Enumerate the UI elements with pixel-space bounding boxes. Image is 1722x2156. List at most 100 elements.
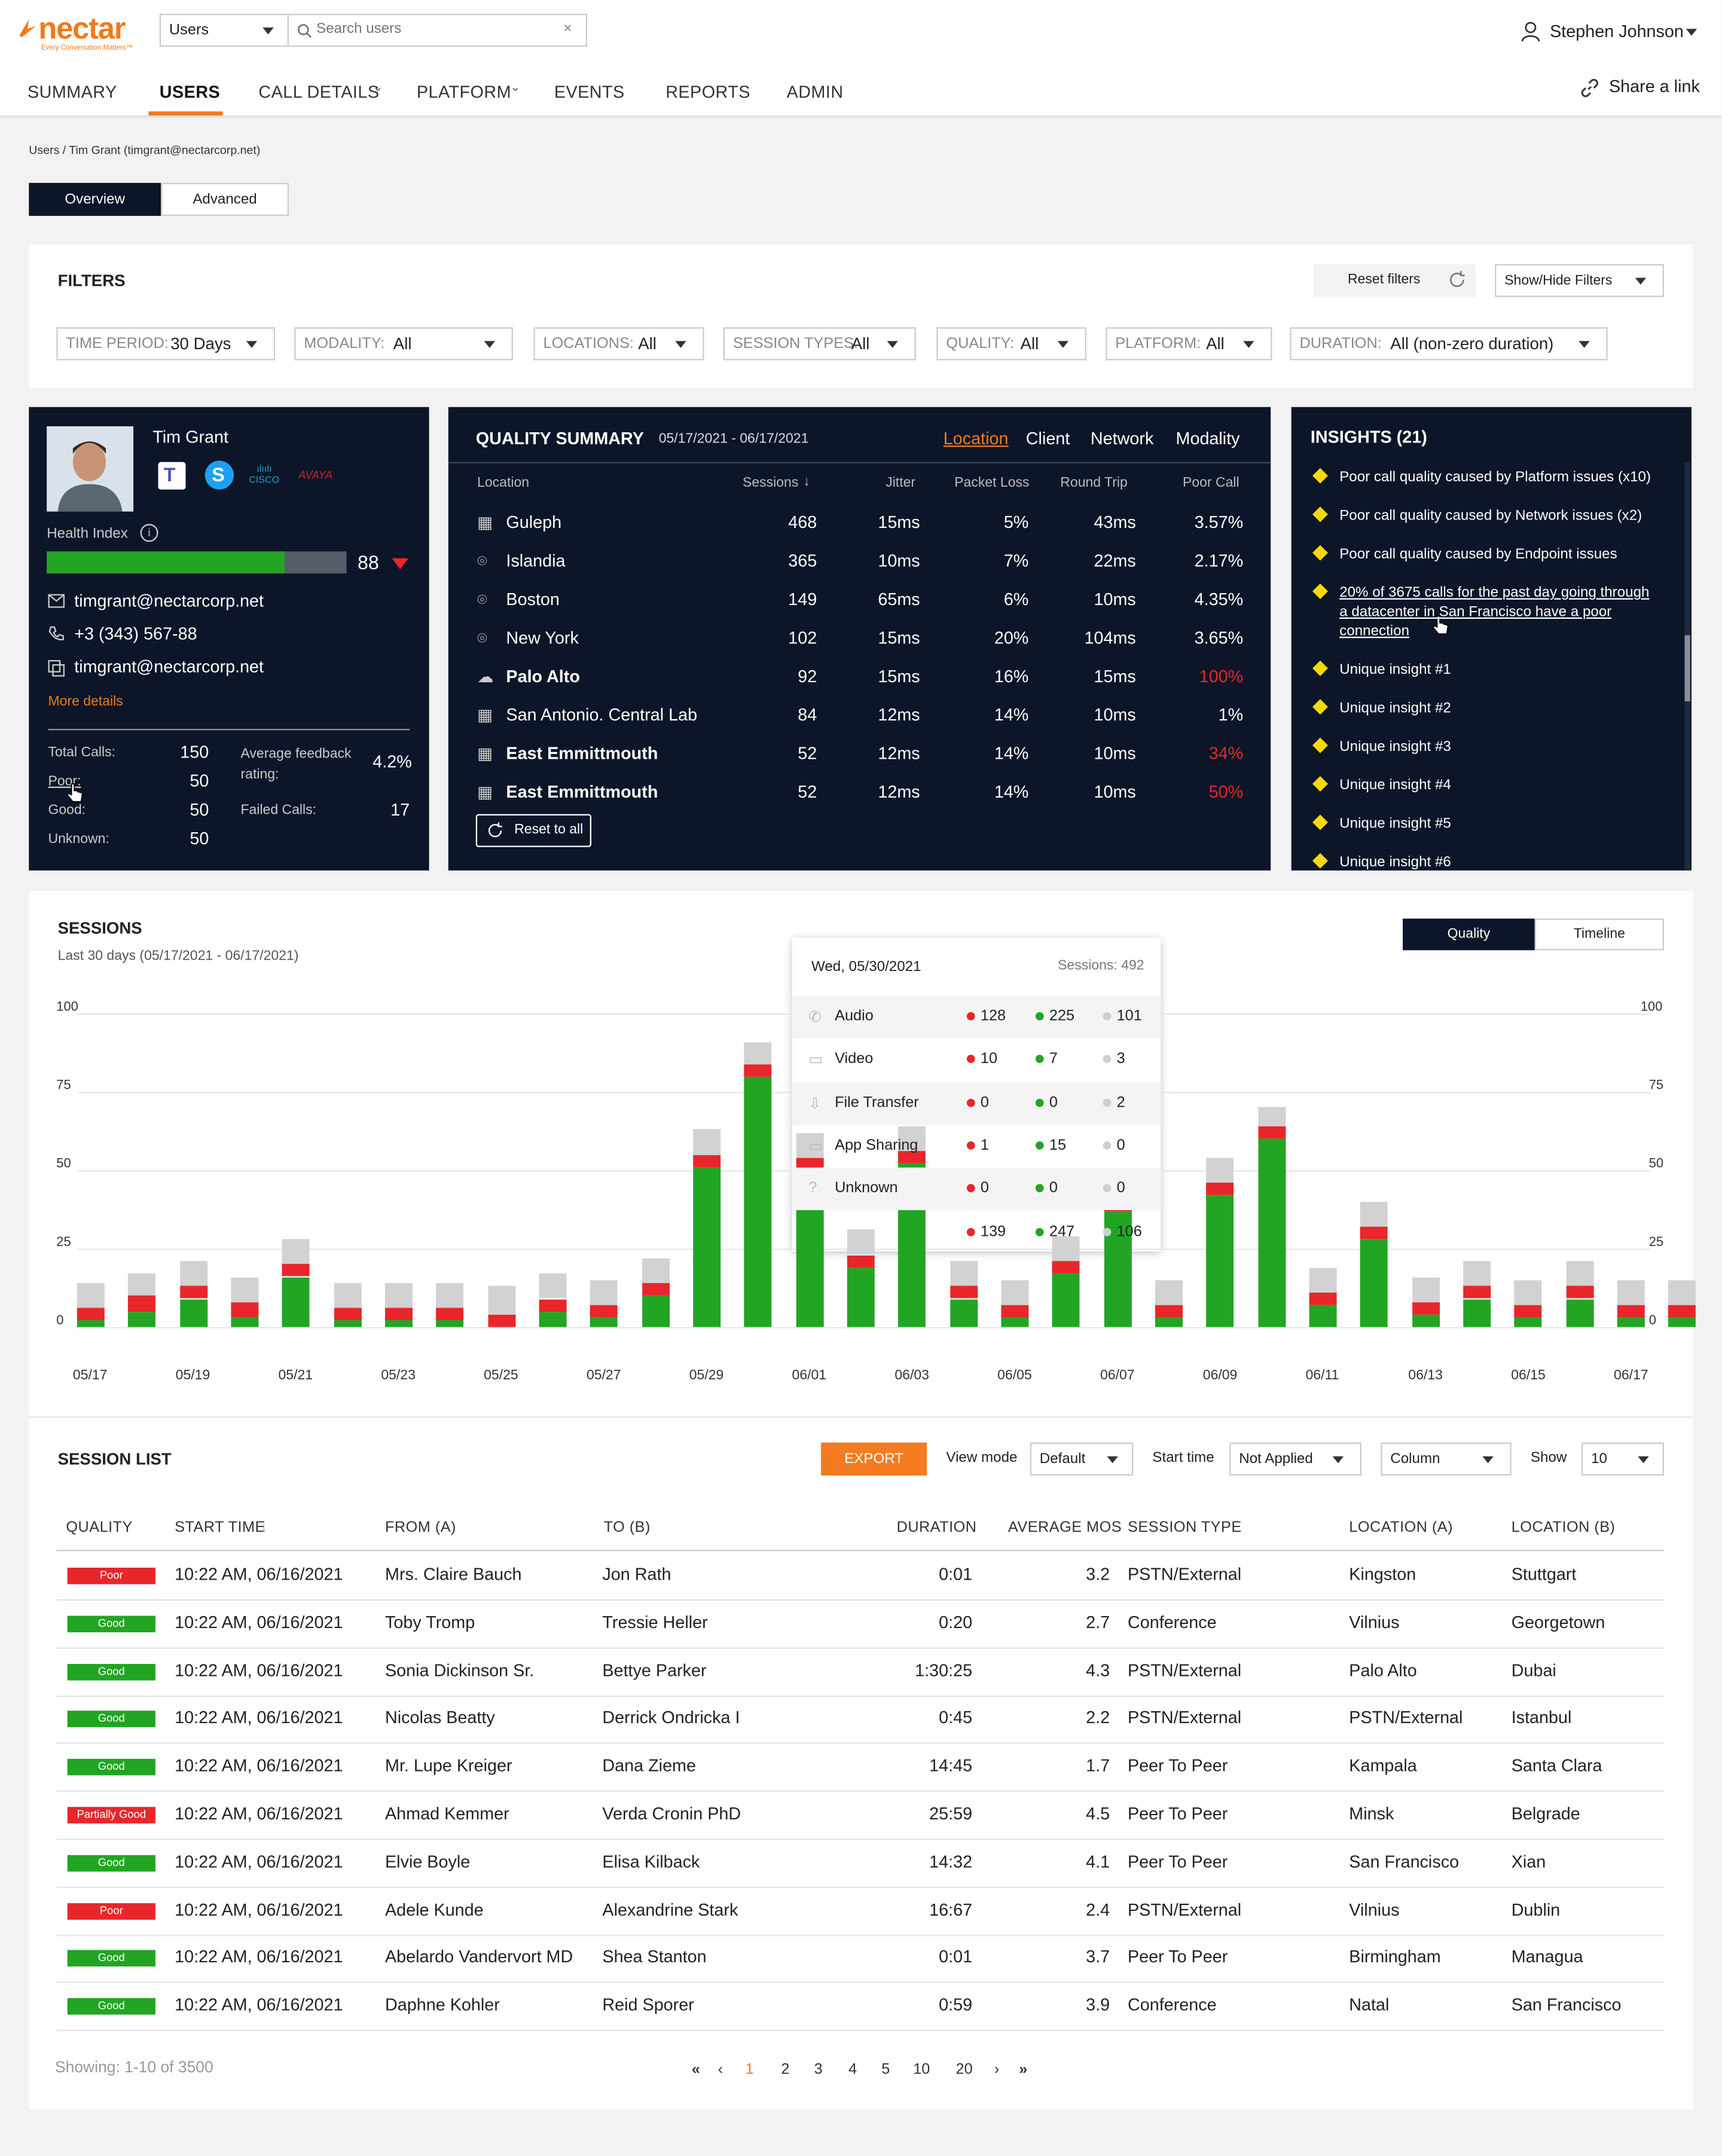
bar-unknown-05-23[interactable]	[385, 1283, 413, 1308]
bar-poor-05-30[interactable]	[744, 1064, 772, 1076]
reset-filters-button[interactable]: Reset filters	[1313, 264, 1476, 297]
nav-summary[interactable]: SUMMARY	[28, 83, 117, 102]
filter-duration[interactable]: DURATION: All (non-zero duration)	[1290, 327, 1608, 361]
quality-row[interactable]: ⌾ New York 102 15ms 20% 104ms 3.65%	[448, 620, 1271, 658]
cell-to[interactable]: Tressie Heller	[602, 1613, 708, 1632]
last-page-icon[interactable]: »	[1019, 2061, 1028, 2078]
user-phone[interactable]: +3 (343) 567-88	[74, 624, 197, 644]
bar-poor-05-23[interactable]	[385, 1308, 413, 1321]
quality-row[interactable]: ☁ Palo Alto 92 15ms 16% 15ms 100%	[448, 659, 1271, 697]
bar-poor-06-09[interactable]	[1257, 1126, 1286, 1139]
bar-unknown-06-01[interactable]	[847, 1229, 875, 1255]
filter-locations[interactable]: LOCATIONS: All	[533, 327, 704, 361]
table-row[interactable]: Poor 10:22 AM, 06/16/2021 Adele Kunde Alexa…	[56, 1886, 1664, 1936]
nav-call-details[interactable]: CALL DETAILS	[258, 83, 380, 102]
bar-good-05-29[interactable]	[693, 1166, 721, 1327]
quality-row[interactable]: ▦ East Emmittmouth 52 12ms 14% 10ms 34%	[448, 736, 1271, 774]
bar-good-06-16[interactable]	[1617, 1317, 1645, 1327]
bar-good-05-17[interactable]	[77, 1320, 105, 1327]
bar-unknown-06-13[interactable]	[1463, 1261, 1491, 1287]
bar-good-05-23[interactable]	[385, 1320, 413, 1327]
more-details-link[interactable]: More details	[48, 694, 123, 710]
show-hide-filters-button[interactable]: Show/Hide Filters	[1495, 264, 1664, 297]
cell-to[interactable]: Dana Zieme	[602, 1756, 697, 1776]
bar-good-06-01[interactable]	[847, 1267, 875, 1327]
entity-select[interactable]: Users	[159, 14, 289, 47]
page-2[interactable]: 2	[781, 2061, 790, 2078]
search-box[interactable]: ×	[287, 14, 588, 47]
bar-poor-06-08[interactable]	[1206, 1183, 1234, 1196]
filter-modality[interactable]: MODALITY: All	[294, 327, 513, 361]
bar-good-06-11[interactable]	[1360, 1239, 1388, 1327]
table-row[interactable]: Good 10:22 AM, 06/16/2021 Mr. Lupe Kreiger…	[56, 1743, 1664, 1792]
prev-page-icon[interactable]: ‹	[718, 2061, 723, 2078]
bar-poor-05-31[interactable]	[795, 1158, 823, 1171]
bar-unknown-06-07[interactable]	[1155, 1279, 1183, 1305]
bar-unknown-05-22[interactable]	[333, 1283, 361, 1308]
bar-poor-05-21[interactable]	[282, 1264, 310, 1277]
bar-unknown-05-29[interactable]	[693, 1129, 721, 1155]
toggle-quality[interactable]: Quality	[1403, 918, 1535, 951]
bar-good-05-22[interactable]	[333, 1320, 361, 1327]
bar-unknown-06-08[interactable]	[1206, 1158, 1234, 1183]
bar-good-06-10[interactable]	[1309, 1305, 1337, 1327]
filter-time-period[interactable]: TIME PERIOD: 30 Days	[56, 327, 276, 361]
quality-row[interactable]: ▦ Guleph 468 15ms 5% 43ms 3.57%	[448, 505, 1271, 543]
bar-poor-05-18[interactable]	[128, 1296, 156, 1312]
bar-unknown-06-14[interactable]	[1514, 1279, 1542, 1305]
bar-unknown-05-28[interactable]	[642, 1258, 670, 1283]
insight-item[interactable]: Poor call quality caused by Network issu…	[1309, 506, 1667, 525]
bar-poor-05-17[interactable]	[77, 1308, 105, 1321]
bar-unknown-06-03[interactable]	[949, 1261, 978, 1287]
bar-good-05-28[interactable]	[642, 1296, 670, 1327]
cell-to[interactable]: Shea Stanton	[602, 1947, 707, 1967]
filter-session-types[interactable]: SESSION TYPES: All	[723, 327, 916, 361]
clear-icon[interactable]: ×	[563, 20, 572, 38]
bar-good-05-27[interactable]	[590, 1317, 618, 1327]
insight-item[interactable]: Poor call quality caused by Endpoint iss…	[1309, 545, 1667, 564]
cell-from[interactable]: Nicolas Beatty	[385, 1708, 495, 1728]
cell-to[interactable]: Alexandrine Stark	[602, 1900, 738, 1919]
cell-from[interactable]: Mrs. Claire Bauch	[385, 1565, 522, 1584]
bar-poor-06-15[interactable]	[1565, 1286, 1593, 1299]
reset-to-all-button[interactable]: Reset to all	[475, 814, 591, 847]
insight-item[interactable]: Unique insight #1	[1309, 660, 1667, 679]
nav-reports[interactable]: REPORTS	[665, 83, 750, 102]
nav-events[interactable]: EVENTS	[554, 83, 625, 102]
bar-unknown-06-11[interactable]	[1360, 1201, 1388, 1227]
bar-poor-06-07[interactable]	[1155, 1305, 1183, 1318]
page-3[interactable]: 3	[814, 2061, 823, 2078]
toggle-timeline[interactable]: Timeline	[1534, 918, 1664, 951]
view-mode-select[interactable]: Default	[1030, 1442, 1134, 1476]
bar-poor-05-29[interactable]	[693, 1155, 721, 1167]
nav-users[interactable]: USERS	[159, 83, 221, 102]
bar-good-06-17[interactable]	[1668, 1317, 1696, 1327]
tab-advanced[interactable]: Advanced	[161, 182, 289, 216]
cell-to[interactable]: Elisa Kilback	[602, 1852, 700, 1871]
col-to[interactable]: TO (B)	[603, 1519, 651, 1537]
bar-good-05-30[interactable]	[744, 1076, 772, 1327]
quality-row[interactable]: ⌾ Islandia 365 10ms 7% 22ms 2.17%	[448, 543, 1271, 582]
cell-to[interactable]: Verda Cronin PhD	[602, 1804, 741, 1824]
user-menu-chevron-icon[interactable]	[1686, 29, 1697, 36]
page-20[interactable]: 20	[955, 2061, 973, 2078]
quality-row[interactable]: ⌾ Boston 149 65ms 6% 10ms 4.35%	[448, 582, 1271, 620]
cell-to[interactable]: Reid Sporer	[602, 1995, 694, 2015]
bar-unknown-05-19[interactable]	[179, 1261, 207, 1287]
bar-unknown-05-27[interactable]	[590, 1279, 618, 1305]
table-row[interactable]: Good 10:22 AM, 06/16/2021 Elvie Boyle Elisa…	[56, 1839, 1664, 1888]
col-quality[interactable]: QUALITY	[66, 1519, 133, 1537]
bar-good-06-09[interactable]	[1257, 1138, 1286, 1327]
table-row[interactable]: Good 10:22 AM, 06/16/2021 Sonia Dickinson …	[56, 1647, 1664, 1697]
bar-unknown-05-24[interactable]	[436, 1283, 464, 1308]
bar-good-06-03[interactable]	[949, 1299, 978, 1327]
tab-client[interactable]: Client	[1025, 429, 1070, 448]
export-button[interactable]: EXPORT	[821, 1442, 927, 1476]
bar-poor-06-11[interactable]	[1360, 1226, 1388, 1239]
bar-poor-06-03[interactable]	[949, 1286, 978, 1299]
column-select[interactable]: Column	[1381, 1442, 1512, 1476]
bar-good-06-15[interactable]	[1565, 1299, 1593, 1327]
bar-good-05-21[interactable]	[282, 1277, 310, 1327]
cell-from[interactable]: Daphne Kohler	[385, 1995, 500, 2015]
nav-admin[interactable]: ADMIN	[786, 83, 844, 102]
